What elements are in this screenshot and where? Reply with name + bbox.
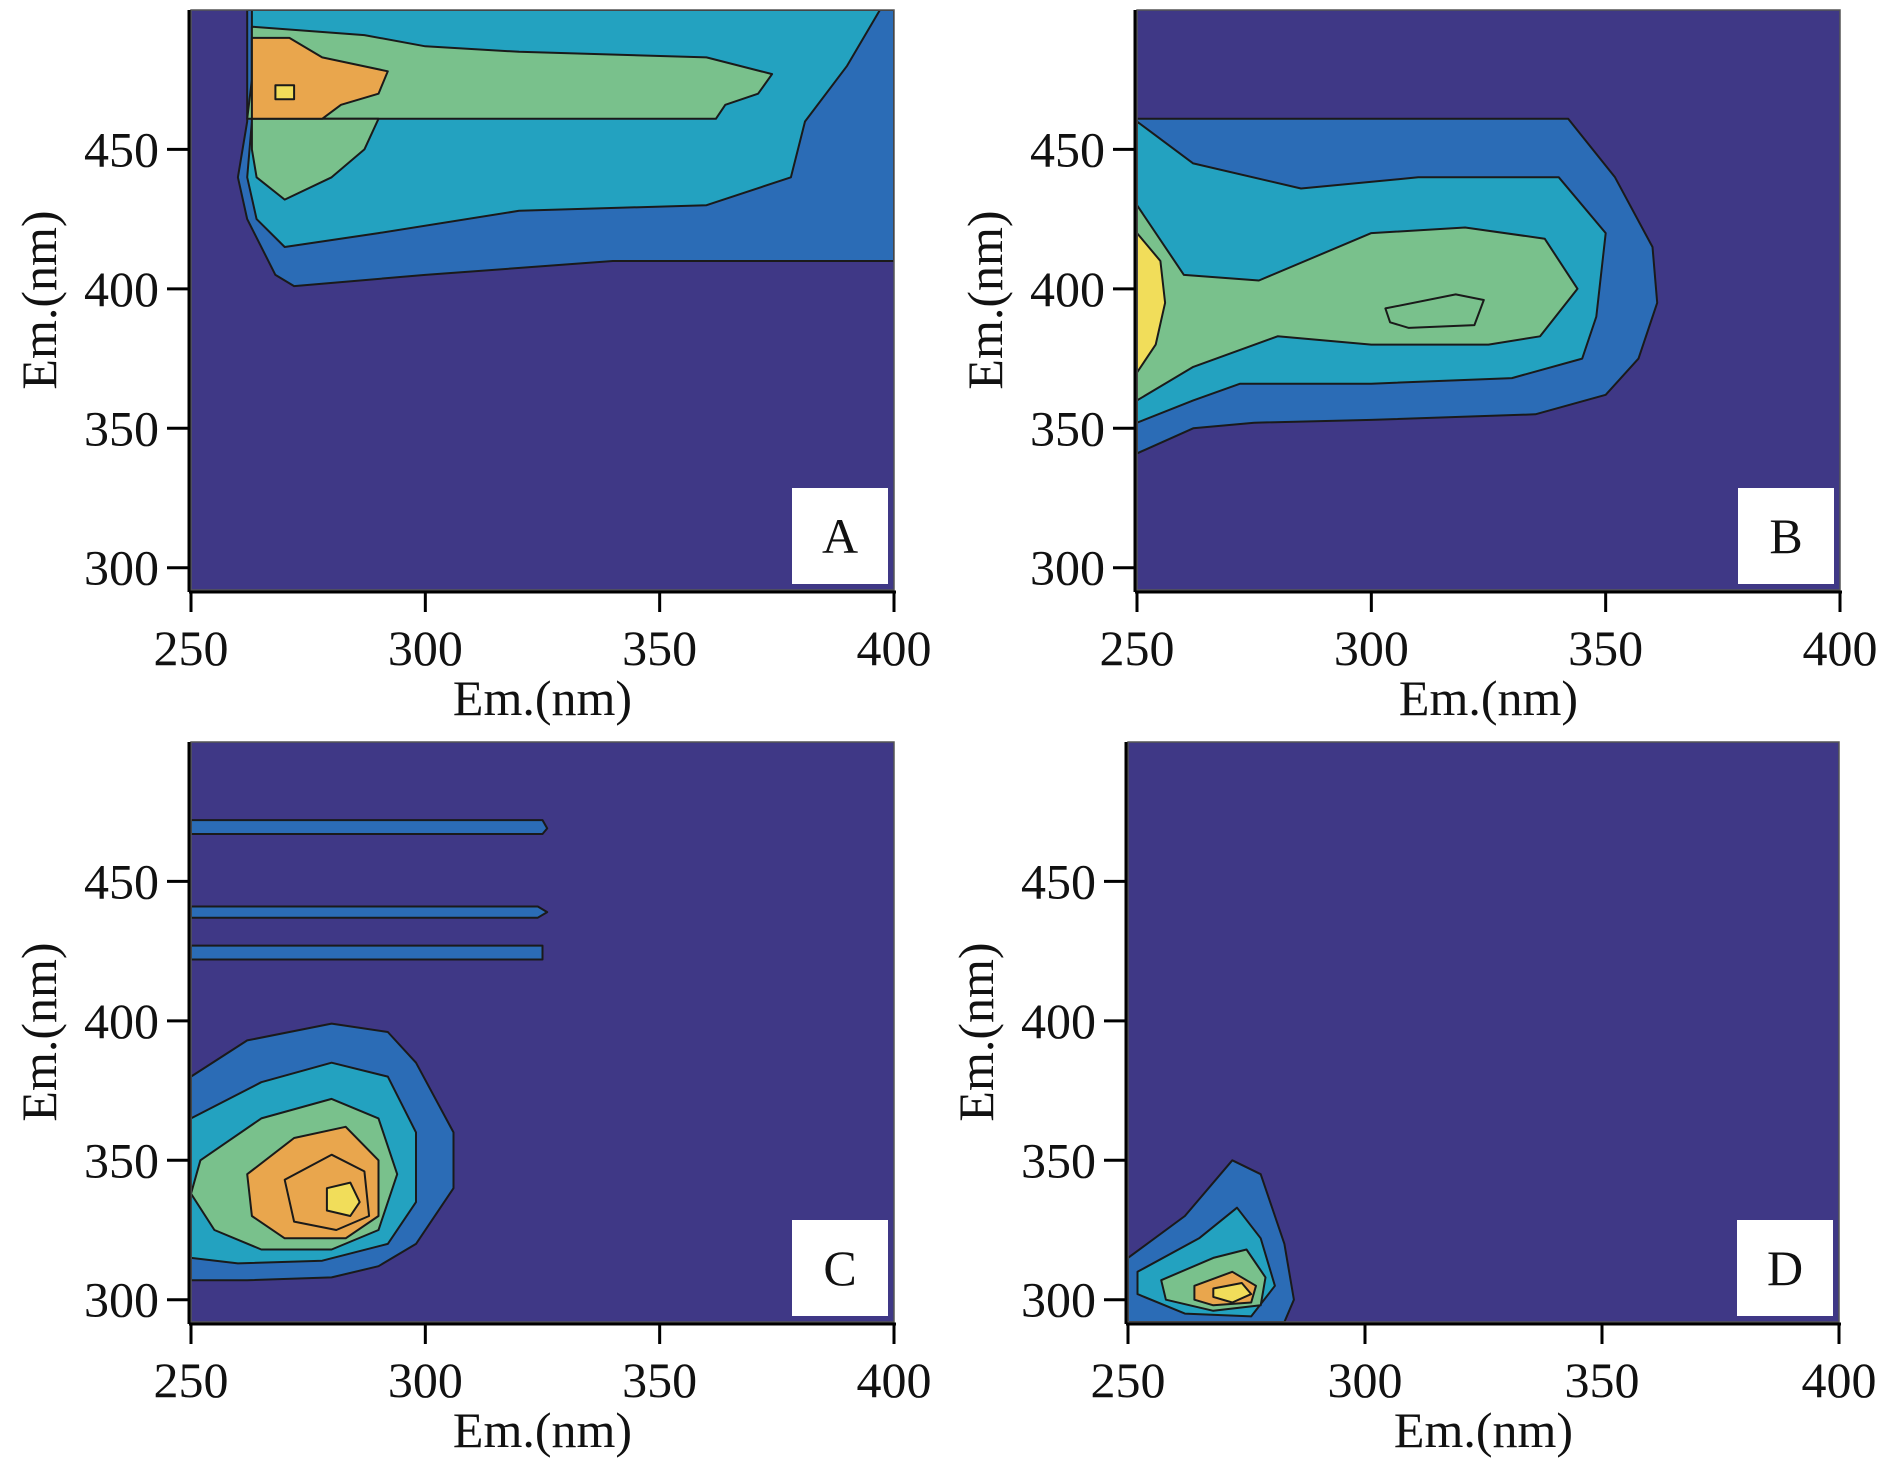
panel-d-y-tick-label-450: 450	[1021, 853, 1096, 909]
panel-b-y-tick-label-350: 350	[1030, 400, 1105, 456]
panel-b-y-tick-label-450: 450	[1030, 121, 1105, 177]
panel-a-contour-level-5-region-5	[274, 84, 296, 101]
panel-d-label-box	[1737, 1220, 1833, 1316]
panel-c-label-box	[792, 1220, 888, 1316]
panel-b-contour-level-3-region-2	[1137, 204, 1579, 402]
panel-b-y-axis-label: Em.(nm)	[957, 210, 1013, 389]
panel-a: 250 300 350 400 300 350 400 450 Em.(nm) Em.(nm) A	[11, 9, 932, 726]
panel-d-contours	[1128, 1159, 1295, 1322]
panel-b-y-tick-label-400: 400	[1030, 261, 1105, 317]
panel-c-contours	[191, 819, 549, 1282]
panel-c-contour-level-1-region-1	[191, 819, 549, 835]
panel-d-x-tick-label-250: 250	[1091, 1352, 1166, 1408]
panel-c-y-axis-label: Em.(nm)	[11, 942, 67, 1121]
panel-a-x-tick-label-400: 400	[857, 620, 932, 676]
panel-c-letter: C	[823, 1240, 856, 1296]
panel-a-letter: A	[822, 508, 858, 564]
panel-c-plot-frame	[190, 741, 895, 1323]
panel-c-y-tick-label-450: 450	[84, 853, 159, 909]
panel-b-contour-level-3-region-3	[1384, 293, 1485, 329]
panel-b-x-tick-label-350: 350	[1568, 620, 1643, 676]
panel-c-contour-level-1-region-2	[191, 905, 549, 919]
panel-b-label-box	[1738, 488, 1834, 584]
panel-a-y-tick-label-450: 450	[84, 121, 159, 177]
panel-d-contour-level-5-region-4	[1212, 1282, 1253, 1304]
panel-d-x-tick-label-400: 400	[1802, 1352, 1877, 1408]
panel-b-x-tick-label-300: 300	[1334, 620, 1409, 676]
panel-d-y-tick-label-350: 350	[1021, 1132, 1096, 1188]
panel-b-x-tick-label-250: 250	[1100, 620, 1175, 676]
panel-c-contour-level-1-region-3	[191, 944, 544, 961]
panel-c-x-axis-label: Em.(nm)	[453, 1402, 632, 1458]
panel-a-plot-frame	[190, 9, 895, 591]
panel-c-y-tick-label-400: 400	[84, 993, 159, 1049]
panel-a-x-tick-label-350: 350	[622, 620, 697, 676]
panel-d-x-axis-label: Em.(nm)	[1394, 1402, 1573, 1458]
panel-d-x-tick-label-350: 350	[1565, 1352, 1640, 1408]
panel-b-plot-frame	[1136, 9, 1841, 591]
panel-a-y-axis-label: Em.(nm)	[11, 210, 67, 389]
panel-b-x-tick-label-400: 400	[1803, 620, 1878, 676]
panel-d-plot-frame	[1127, 741, 1840, 1323]
panel-d-letter: D	[1767, 1240, 1803, 1296]
panel-b-letter: B	[1769, 508, 1802, 564]
panel-d-x-tick-label-300: 300	[1328, 1352, 1403, 1408]
panel-a-label-box	[792, 488, 888, 584]
panel-a-y-tick-label-300: 300	[84, 540, 159, 596]
panel-a-contour-level-3-region-3	[250, 117, 380, 201]
panel-c-x-tick-label-350: 350	[622, 1352, 697, 1408]
panel-c-contour-level-5-region-8	[325, 1181, 361, 1217]
panel-a-x-tick-label-250: 250	[154, 620, 229, 676]
panel-b-y-tick-label-300: 300	[1030, 540, 1105, 596]
panel-b-x-axis-label: Em.(nm)	[1399, 670, 1578, 726]
panel-c-y-tick-label-300: 300	[84, 1272, 159, 1328]
panel-b: 250 300 350 400 300 350 400 450 Em.(nm) Em.(nm) B	[957, 9, 1878, 726]
panel-d-y-axis-label: Em.(nm)	[948, 942, 1004, 1121]
panel-a-contour-level-3-region-2	[246, 25, 774, 120]
panel-c-x-tick-label-300: 300	[388, 1352, 463, 1408]
panel-d-y-tick-label-300: 300	[1021, 1272, 1096, 1328]
panel-b-contour-level-5-region-4	[1137, 232, 1167, 374]
panel-a-contours	[236, 10, 894, 288]
panel-c-y-tick-label-350: 350	[84, 1132, 159, 1188]
panel-c-x-tick-label-400: 400	[857, 1352, 932, 1408]
panel-c: 250 300 350 400 300 350 400 450 Em.(nm) Em.(nm) C	[11, 741, 932, 1458]
panel-d: 250 300 350 400 300 350 400 450 Em.(nm) Em.(nm) D	[948, 741, 1877, 1458]
panel-a-y-tick-label-400: 400	[84, 261, 159, 317]
panel-d-y-tick-label-400: 400	[1021, 993, 1096, 1049]
panel-b-contours	[1137, 117, 1659, 455]
panel-a-x-tick-label-300: 300	[388, 620, 463, 676]
panel-a-y-tick-label-350: 350	[84, 400, 159, 456]
panel-c-x-tick-label-250: 250	[154, 1352, 229, 1408]
panel-a-x-axis-label: Em.(nm)	[453, 670, 632, 726]
